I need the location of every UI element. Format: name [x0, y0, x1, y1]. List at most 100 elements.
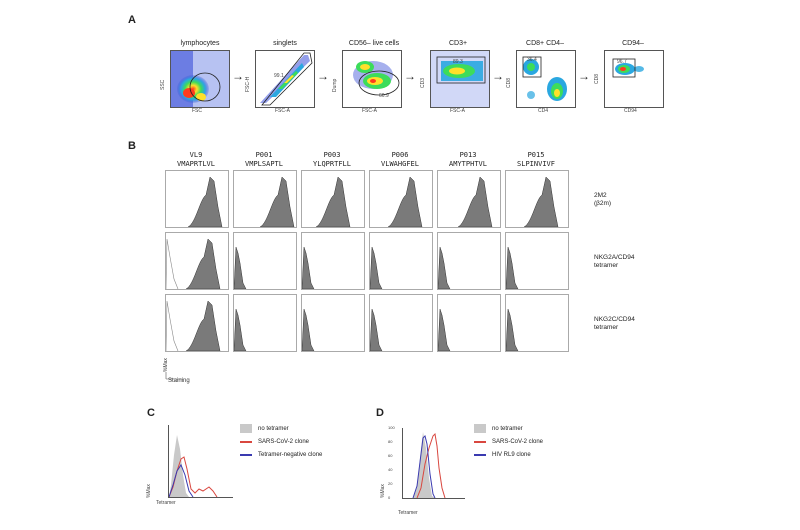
singlets-xlabel: FSC-A [275, 108, 290, 114]
cd94-xlabel: CD94 [624, 108, 637, 114]
legend-entry: no tetramer [474, 422, 543, 435]
ytick-label: 20 [388, 481, 393, 486]
panel-letter-a: A [128, 14, 136, 26]
histogram-r1-c5 [437, 170, 501, 228]
plot-singlets: 99.1 [255, 50, 315, 108]
histogram-fill [387, 176, 423, 227]
column-header-name: P013 [459, 151, 477, 159]
ytick-label: 0 [388, 495, 391, 500]
cd8-cd4-ylabel: CD8 [506, 77, 512, 88]
gate-title-singlets: singlets [273, 40, 297, 47]
column-header-sequence: VMPLSAPTL [245, 160, 283, 168]
histogram-r1-c1 [165, 170, 229, 228]
gate-title-lymphocytes: lymphocytes [180, 40, 220, 47]
plot-cd94: 96.7 [604, 50, 664, 108]
histogram-r3-c3 [301, 294, 365, 352]
histogram-fill [370, 246, 383, 289]
histogram-r2-c3 [301, 232, 365, 290]
row-label-line2: (β2m) [594, 200, 612, 207]
histogram-fill [438, 308, 451, 351]
histogram-fill [185, 300, 221, 351]
column-header-sequence: VMAPRTLVL [177, 160, 215, 168]
panel-letter-c: C [147, 407, 155, 419]
cd56-live-density-plot [353, 61, 400, 96]
histogram-fill [259, 176, 295, 227]
cd56-live-xlabel: FSC-A [362, 108, 377, 114]
column-header-vl9: VL9 VMAPRTLVL [161, 151, 231, 169]
histogram-fill [302, 246, 315, 289]
legend-label: no tetramer [258, 425, 289, 432]
column-header-name: VL9 [189, 151, 203, 159]
row-label-line1: NKG2C/CD94 [594, 316, 635, 323]
panel-d-ylabel: %Max [380, 484, 386, 498]
cd8-cd4-xlabel: CD4 [538, 108, 549, 114]
histogram-fill [506, 308, 519, 351]
row-label-line1: 2M2 [594, 192, 607, 199]
cd56-live-ylabel: Dump [332, 78, 338, 92]
histogram-r2-c6 [505, 232, 569, 290]
legend-entry: SARS-CoV-2 clone [474, 435, 543, 448]
column-header-name: P006 [391, 151, 409, 159]
gate-title-cd56-live: CD56– live cells [348, 40, 400, 47]
row-label-line2: tetramer [594, 324, 619, 331]
histogram-r1-c2 [233, 170, 297, 228]
panel-c-ylabel: %Max [146, 484, 152, 498]
ytick-label: 100 [388, 425, 395, 430]
histogram-r3-c1 [165, 294, 229, 352]
histogram-fill [523, 176, 559, 227]
panel-c-histograms [169, 435, 218, 497]
row-label-line1: NKG2A/CD94 [594, 254, 635, 261]
histogram-r1-c4 [369, 170, 433, 228]
histogram-fill [315, 176, 351, 227]
row-label-3: NKG2C/CD94 tetramer [594, 316, 635, 332]
panel-d-xlabel: Tetramer [398, 510, 418, 516]
lymphocytes-density-plot [171, 51, 229, 107]
singlets-gate-value: 99.1 [274, 73, 284, 79]
histogram-r2-c4 [369, 232, 433, 290]
plot-lymphocytes [170, 50, 230, 108]
control-line [166, 300, 179, 351]
control-line [166, 238, 179, 289]
column-header-p006: P006 VLWAHGFEL [365, 151, 435, 169]
arrow-right-icon: → [404, 69, 416, 83]
histogram-fill [370, 308, 383, 351]
legend-swatch [474, 440, 486, 443]
legend-label: no tetramer [492, 425, 523, 432]
column-header-p001: P001 VMPLSAPTL [229, 151, 299, 169]
legend-swatch [240, 440, 252, 443]
histogram-r1-c3 [301, 170, 365, 228]
histogram-r2-c5 [437, 232, 501, 290]
arrow-right-icon: → [232, 69, 244, 83]
panel-d-legend: no tetramer SARS-CoV-2 clone HIV RL9 clone [474, 422, 543, 461]
row-label-1: 2M2 (β2m) [594, 192, 611, 208]
histogram-fill [234, 308, 247, 351]
column-header-sequence: AMYTPHTVL [449, 160, 487, 168]
panel-letter-b: B [128, 140, 136, 152]
legend-swatch [474, 453, 486, 456]
histogram-fill [506, 246, 519, 289]
legend-entry: HIV RL9 clone [474, 448, 543, 461]
histogram-r1-c6 [505, 170, 569, 228]
legend-entry: no tetramer [240, 422, 322, 435]
singlets-density-plot [260, 52, 313, 106]
column-header-p013: P013 AMYTPHTVL [433, 151, 503, 169]
histogram-fill [234, 246, 247, 289]
plot-cd3: 89.3 [430, 50, 490, 108]
legend-label: SARS-CoV-2 clone [492, 438, 544, 445]
cd56-live-gate-value: 66.9 [379, 93, 389, 99]
legend-label: Tetramer-negative clone [258, 451, 323, 458]
column-header-p003: P003 YLQPRTFLL [297, 151, 367, 169]
histogram-r2-c1 [165, 232, 229, 290]
legend-label: HIV RL9 clone [492, 451, 531, 458]
cd3-density-plot [431, 51, 489, 107]
panel-b-axis-arrows [165, 372, 183, 380]
cd3-xlabel: FSC-A [450, 108, 465, 114]
column-header-sequence: SLPINVIVF [517, 160, 555, 168]
plot-cd56-live: 66.9 [342, 50, 402, 108]
ytick-label: 80 [388, 439, 393, 444]
histogram-fill [457, 176, 493, 227]
histogram-r3-c2 [233, 294, 297, 352]
cd3-gate-value: 89.3 [453, 59, 463, 65]
histogram-fill [302, 308, 315, 351]
panel-d-histograms [412, 432, 446, 498]
